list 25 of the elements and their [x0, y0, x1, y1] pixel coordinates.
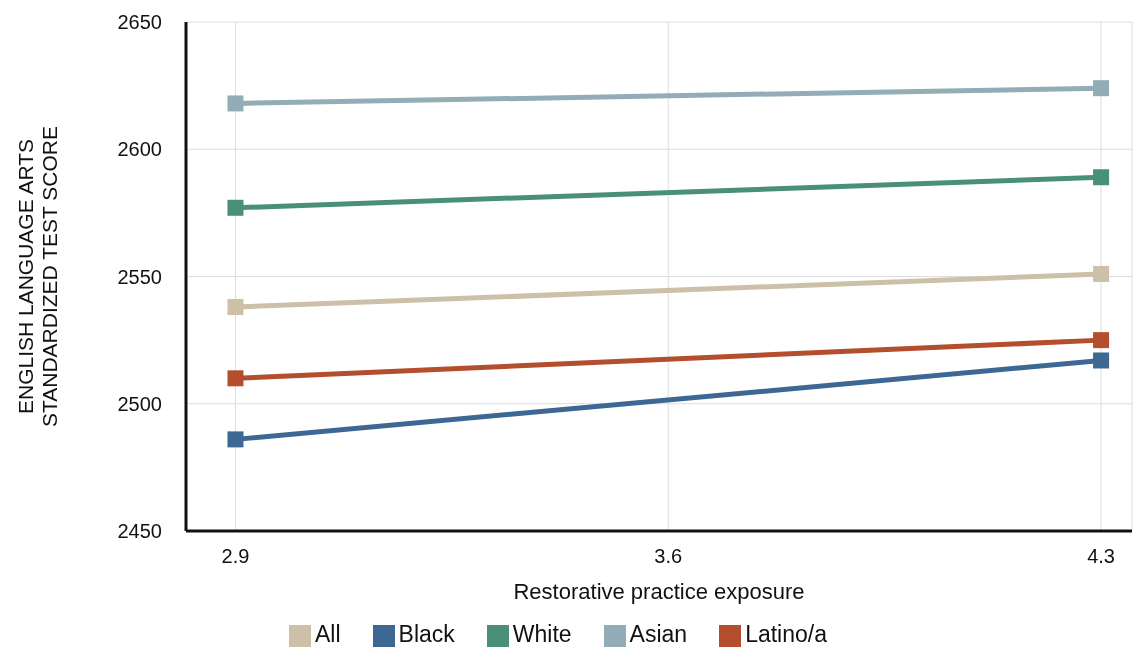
point — [1093, 80, 1110, 97]
y-axis-title: ENGLISH LANGUAGE ARTS STANDARDIZED TEST SCORE — [14, 125, 61, 428]
point — [227, 95, 244, 112]
x-tick-label: 2.9 — [221, 545, 250, 568]
y-tick-label: 2550 — [117, 265, 162, 288]
y-tick-label: 2650 — [117, 11, 162, 34]
point — [227, 370, 244, 387]
y-tick-label: 2450 — [117, 520, 162, 543]
x-axis-title: Restorative practice exposure — [513, 579, 805, 604]
point — [227, 199, 244, 216]
legend-label: All — [314, 621, 341, 647]
point — [1093, 169, 1110, 186]
legend-label: White — [512, 621, 572, 647]
x-tick-label: 3.6 — [654, 545, 683, 568]
legend-label: Black — [398, 621, 455, 647]
point — [1093, 352, 1110, 369]
point — [1093, 265, 1110, 282]
legend-label: Asian — [629, 621, 688, 647]
legend-label: Latino/a — [745, 621, 827, 647]
x-tick-label: 4.3 — [1087, 545, 1115, 568]
point — [227, 299, 244, 316]
y-tick-label: 2500 — [117, 392, 162, 415]
y-tick-label: 2600 — [117, 138, 162, 161]
point — [227, 431, 244, 448]
point — [1093, 332, 1110, 349]
